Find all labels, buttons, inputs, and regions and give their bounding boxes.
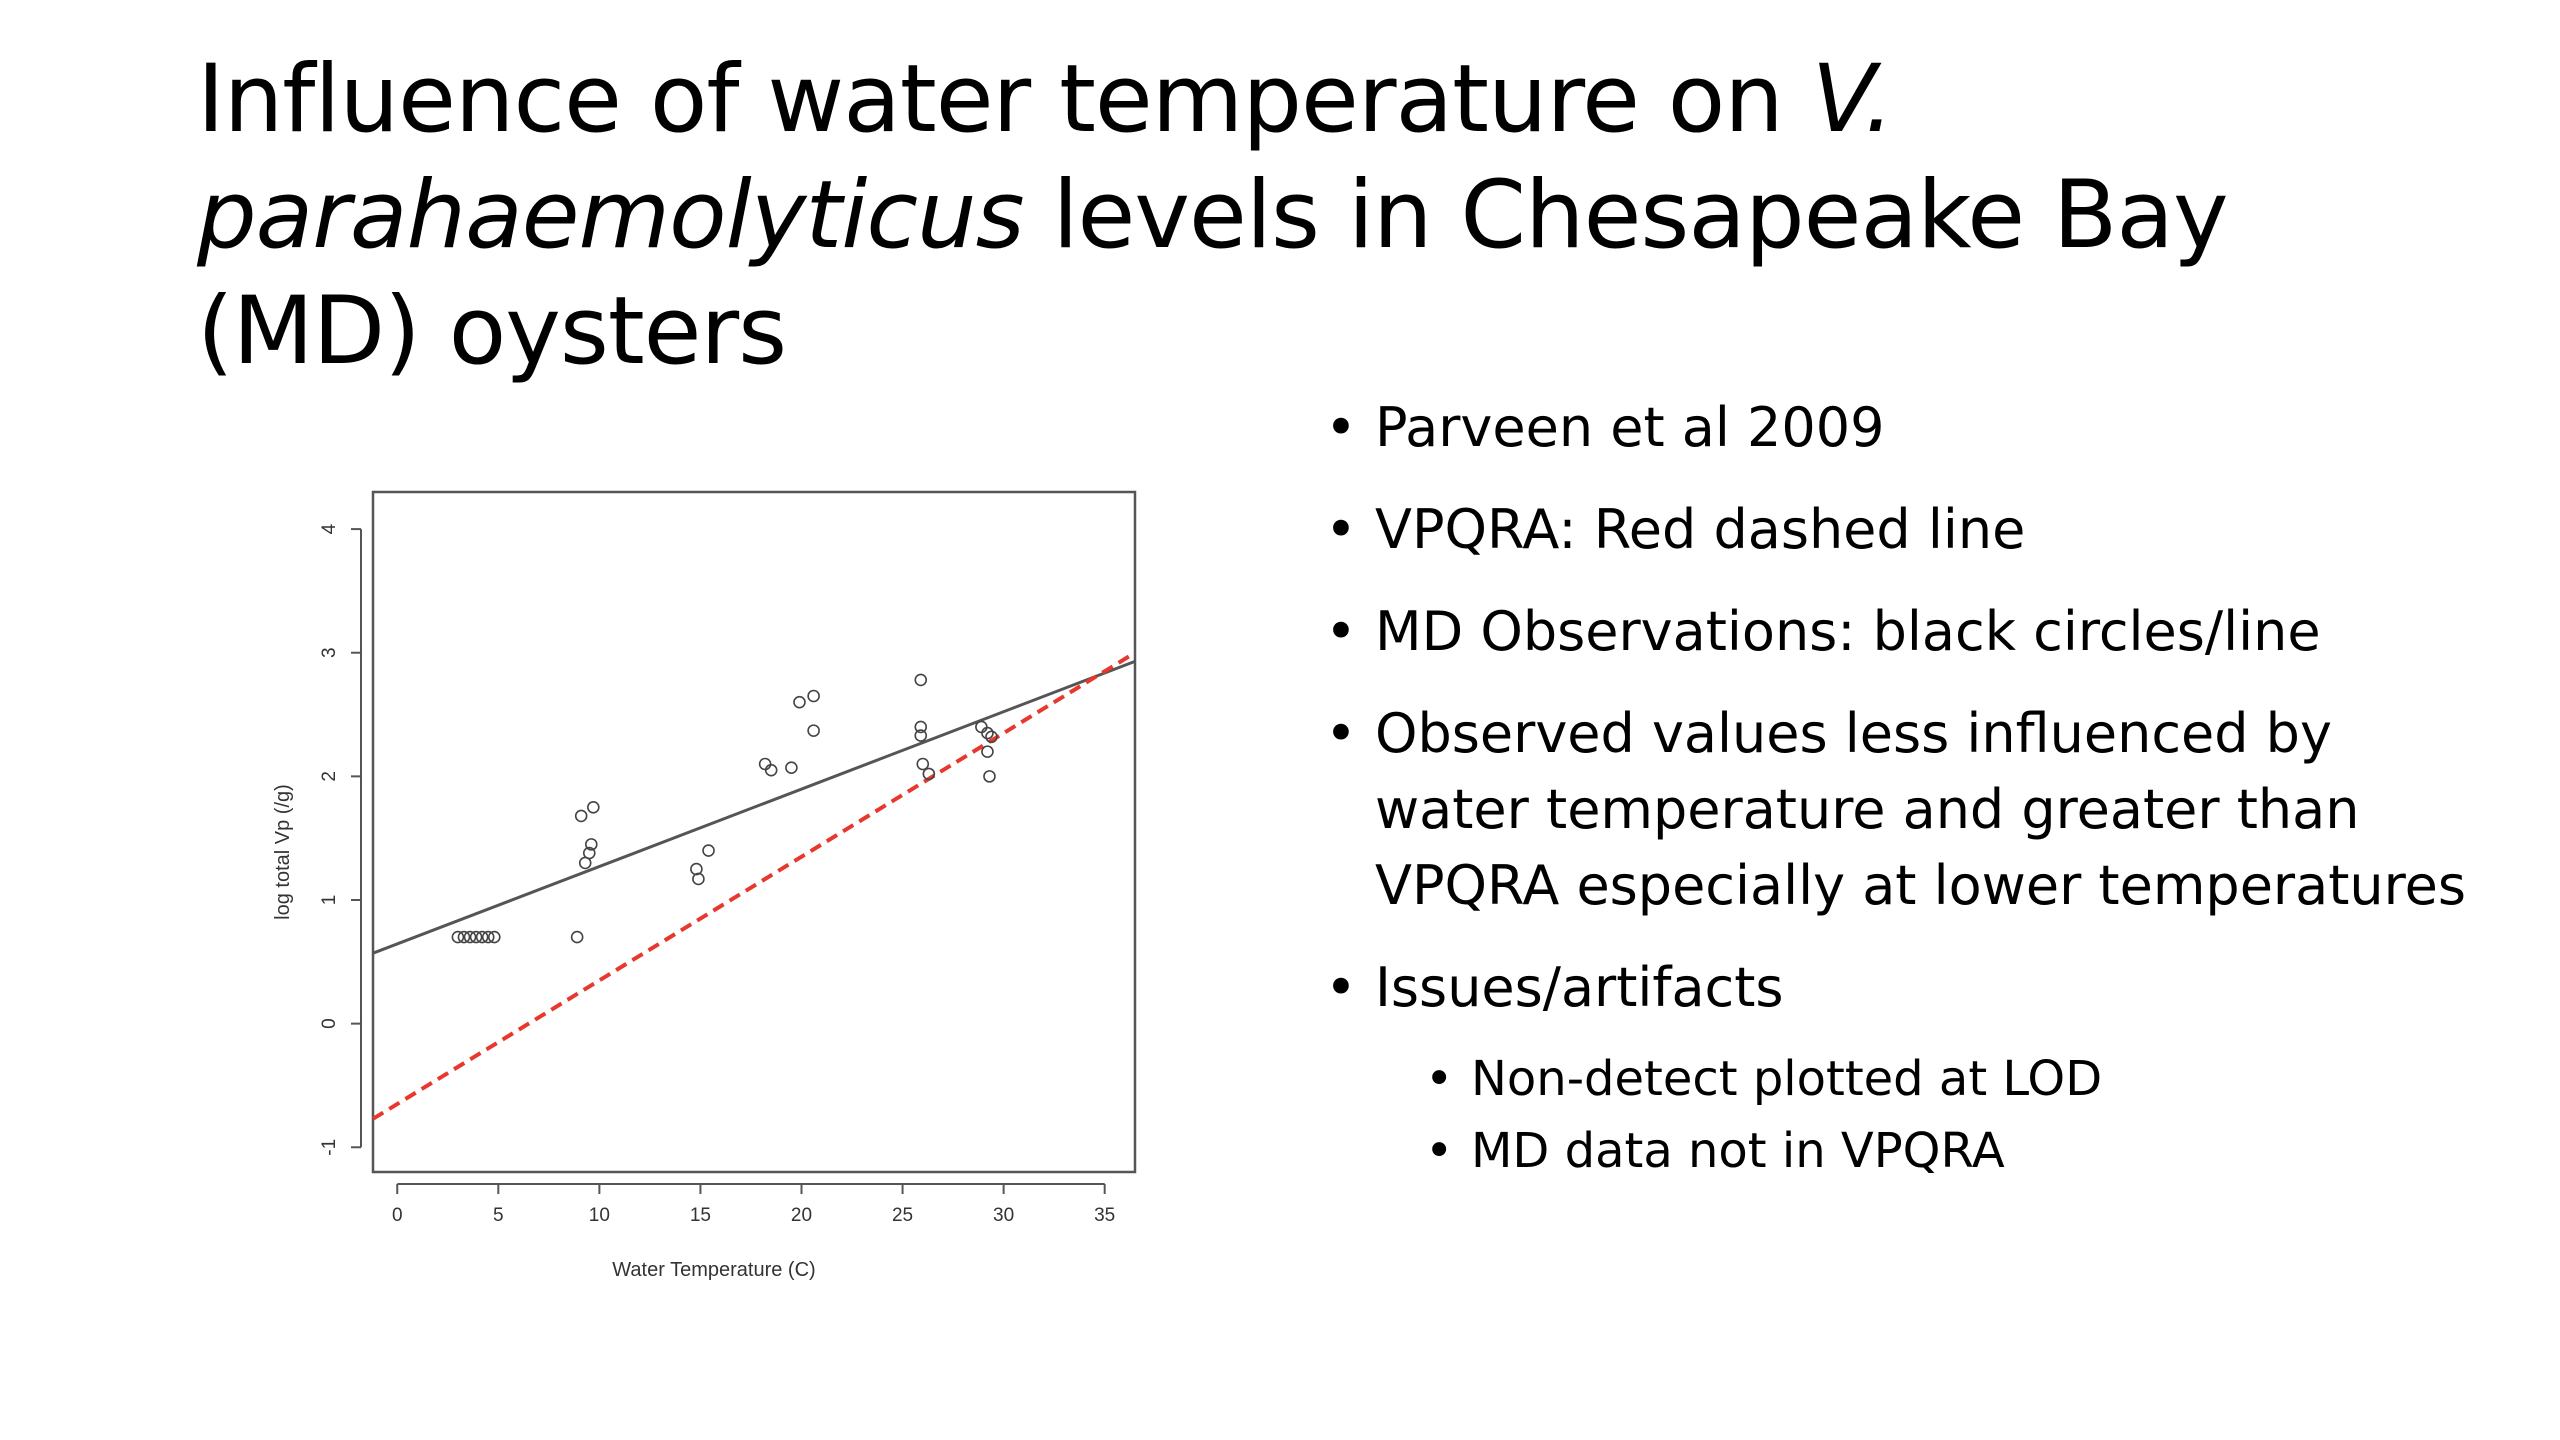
- plot-frame: [371, 490, 1137, 1174]
- data-point: [785, 761, 798, 775]
- data-point: [981, 726, 994, 740]
- data-point: [807, 689, 820, 703]
- x-axis-label: Water Temperature (C): [612, 1259, 815, 1281]
- data-point: [807, 724, 820, 737]
- sub-bullet-item: MD data not in VPQRA: [1325, 1118, 2495, 1184]
- x-tick-label: 10: [589, 1205, 610, 1226]
- data-point: [793, 695, 806, 709]
- x-tick-label: 0: [392, 1205, 403, 1226]
- data-point: [587, 800, 600, 814]
- data-point: [985, 730, 998, 744]
- data-point: [914, 673, 928, 687]
- data-point: [981, 745, 994, 758]
- regression-line: [372, 659, 1136, 955]
- bullet-item: Parveen et al 2009: [1325, 390, 2495, 466]
- bullet-item: Issues/artifacts: [1325, 950, 2495, 1026]
- y-tick-label: 4: [319, 523, 340, 534]
- x-tick-label: 30: [993, 1205, 1014, 1226]
- y-tick-label: 3: [319, 647, 340, 658]
- data-point: [469, 930, 483, 944]
- data-point: [475, 930, 489, 944]
- slide-title: Influence of water temperature on V. par…: [197, 42, 2447, 390]
- y-axis-label: log total Vp (/g): [272, 784, 294, 920]
- data-point: [584, 838, 598, 851]
- data-point: [451, 930, 465, 944]
- bullet-list: Parveen et al 2009 VPQRA: Red dashed lin…: [1325, 390, 2495, 1196]
- x-tick-label: 35: [1094, 1205, 1115, 1226]
- vpqra-line: [371, 651, 1137, 1121]
- data-point: [702, 844, 715, 857]
- x-tick-label: 20: [791, 1205, 812, 1226]
- y-tick-label: 0: [319, 1018, 340, 1029]
- data-point: [582, 846, 596, 860]
- y-tick-label: 1: [319, 895, 340, 906]
- data-point: [758, 757, 772, 771]
- data-point: [570, 930, 584, 944]
- title-part-2: levels in Chesapeake Bay (MD) oysters: [197, 161, 2229, 386]
- scatter-chart: 0 5 10 15 20 25 30 35 -1 0 1 2 3 4 Water Temperature (…: [272, 490, 1137, 1281]
- data-point: [690, 862, 703, 876]
- bullet-item: VPQRA: Red dashed line: [1325, 492, 2495, 568]
- y-tick-label: 2: [319, 771, 340, 782]
- x-tick-label: 15: [690, 1205, 711, 1226]
- data-point: [463, 930, 477, 944]
- data-point: [692, 872, 705, 886]
- data-point: [916, 757, 930, 771]
- data-point: [487, 930, 501, 944]
- data-point: [922, 767, 936, 781]
- x-tick-label: 5: [493, 1205, 504, 1226]
- data-point: [914, 729, 928, 742]
- x-tick-label: 25: [892, 1205, 913, 1226]
- data-point: [481, 930, 495, 944]
- data-point: [574, 809, 588, 823]
- data-point: [764, 763, 778, 777]
- y-tick-label: -1: [319, 1139, 340, 1156]
- title-part-1: Influence of water temperature on: [197, 45, 1812, 154]
- data-point: [983, 770, 996, 783]
- data-point: [975, 720, 988, 734]
- bullet-item: Observed values less influenced by water…: [1325, 696, 2495, 924]
- title-species-italic: V. parahaemolyticus: [197, 45, 1894, 270]
- bullet-item: MD Observations: black circles/line: [1325, 594, 2495, 670]
- sub-bullet-item: Non-detect plotted at LOD: [1325, 1046, 2495, 1112]
- data-point: [914, 720, 928, 734]
- data-point: [457, 930, 471, 944]
